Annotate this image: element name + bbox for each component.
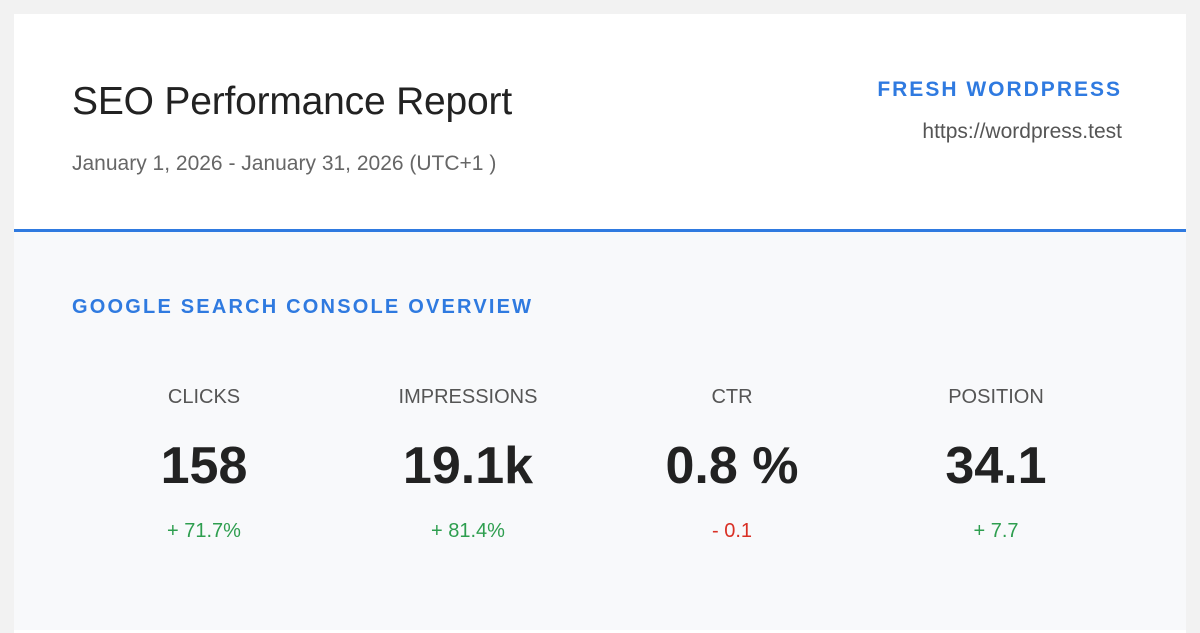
metric-value: 19.1k	[402, 437, 534, 495]
metric-value: 0.8 %	[665, 437, 799, 495]
report-card: SEO Performance Report January 1, 2026 -…	[14, 14, 1186, 633]
section-title: GOOGLE SEARCH CONSOLE OVERVIEW	[72, 296, 534, 318]
metric-change: - 0.1	[711, 520, 753, 542]
metric-position: POSITION 34.1 + 7.7	[864, 385, 1128, 543]
metric-clicks: CLICKS 158 + 71.7%	[72, 385, 336, 543]
site-name: FRESH WORDPRESS	[877, 78, 1122, 101]
report-header: SEO Performance Report January 1, 2026 -…	[14, 14, 1186, 232]
metric-label: CLICKS	[167, 386, 241, 408]
metric-label: POSITION	[948, 386, 1044, 408]
metric-value: 34.1	[945, 437, 1047, 495]
metrics-row: CLICKS 158 + 71.7% IMPRESSIONS 19.1k + 8…	[72, 385, 1128, 543]
overview-section: GOOGLE SEARCH CONSOLE OVERVIEW CLICKS 15…	[14, 232, 1186, 630]
metric-change: + 81.4%	[431, 520, 505, 542]
metric-change: + 7.7	[973, 520, 1019, 542]
metric-value: 158	[160, 437, 248, 495]
metric-impressions: IMPRESSIONS 19.1k + 81.4%	[336, 385, 600, 543]
date-range: January 1, 2026 - January 31, 2026 (UTC+…	[72, 152, 497, 175]
metric-ctr: CTR 0.8 % - 0.1	[600, 385, 864, 543]
metric-label: IMPRESSIONS	[398, 386, 538, 408]
metric-change: + 71.7%	[167, 520, 241, 542]
report-title: SEO Performance Report	[72, 80, 512, 123]
site-url: https://wordpress.test	[922, 120, 1122, 143]
metric-label: CTR	[711, 386, 753, 408]
